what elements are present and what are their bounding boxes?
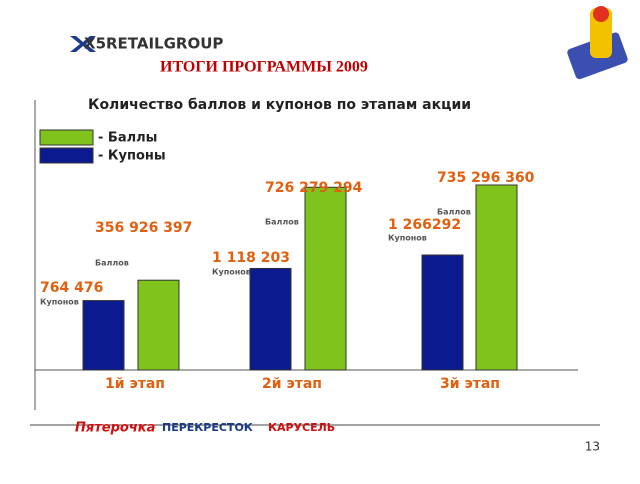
value-label: 764 476 <box>40 280 103 296</box>
mascot <box>567 6 628 80</box>
value-label: 1 266292 <box>388 217 461 233</box>
x-tick-label: 2й этап <box>262 376 322 392</box>
footer-logo: КАРУСЕЛЬ <box>268 421 335 434</box>
logo-mark <box>70 36 96 52</box>
legend-label: - Купоны <box>98 149 166 164</box>
bar <box>82 300 125 371</box>
chart-title: Количество баллов и купонов по этапам ак… <box>88 97 471 113</box>
unit-label: Купонов <box>388 234 427 243</box>
page-number: 13 <box>585 440 600 454</box>
unit-label: Баллов <box>437 208 471 217</box>
bar <box>137 279 180 371</box>
legend-label: - Баллы <box>98 131 157 146</box>
footer-logo: Пятерочка <box>75 421 155 436</box>
unit-label: Баллов <box>265 218 299 227</box>
bar <box>421 254 464 371</box>
value-label: 735 296 360 <box>437 170 535 186</box>
slide-title: ИТОГИ ПРОГРАММЫ 2009 <box>160 59 368 76</box>
legend-swatch <box>39 129 94 146</box>
footer-logo: ПЕРЕКРЕСТОК <box>162 421 253 434</box>
unit-label: Баллов <box>95 259 129 268</box>
value-label: 356 926 397 <box>95 220 192 236</box>
unit-label: Купонов <box>40 298 79 307</box>
x-tick-label: 1й этап <box>105 376 165 392</box>
value-label: 726 279 294 <box>265 180 363 196</box>
x-tick-label: 3й этап <box>440 376 500 392</box>
bar <box>304 186 347 371</box>
value-label: 1 118 203 <box>212 250 290 266</box>
legend-swatch <box>39 147 94 164</box>
company-logo: X5RETAILGROUP <box>84 35 223 53</box>
unit-label: Купонов <box>212 268 251 277</box>
bar <box>475 184 518 371</box>
bar <box>249 267 292 371</box>
